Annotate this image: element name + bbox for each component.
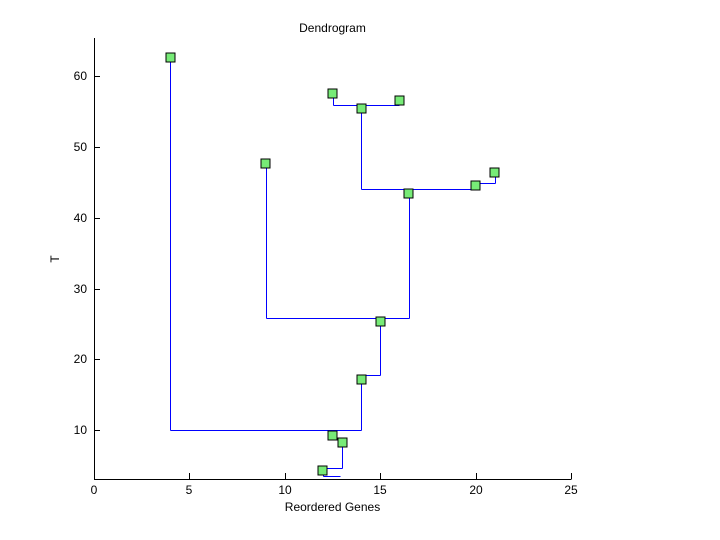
x-tick-label: 10 xyxy=(278,483,292,497)
node-marker[interactable] xyxy=(375,316,386,327)
x-tick-label: 15 xyxy=(373,483,387,497)
node-marker[interactable] xyxy=(356,103,367,114)
y-tick-label: 40 xyxy=(74,211,88,225)
x-tick-label: 5 xyxy=(186,483,193,497)
node-marker[interactable] xyxy=(356,374,367,385)
node-marker[interactable] xyxy=(394,95,405,106)
node-marker[interactable] xyxy=(489,167,500,178)
y-tick-label: 30 xyxy=(74,282,88,296)
y-tick-label: 60 xyxy=(74,69,88,83)
chart-title: Dendrogram xyxy=(299,21,366,35)
node-marker[interactable] xyxy=(260,158,271,169)
x-tick-label: 25 xyxy=(564,483,578,497)
node-marker[interactable] xyxy=(327,430,338,441)
x-tick-label: 0 xyxy=(91,483,98,497)
y-tick-label: 10 xyxy=(74,423,88,437)
node-marker[interactable] xyxy=(317,465,328,476)
node-marker[interactable] xyxy=(403,188,414,199)
y-tick-label: 50 xyxy=(74,140,88,154)
x-axis-label: Reordered Genes xyxy=(284,500,381,514)
x-tick-label: 20 xyxy=(469,483,483,497)
node-marker[interactable] xyxy=(327,88,338,99)
node-marker[interactable] xyxy=(337,437,348,448)
y-tick-label: 20 xyxy=(74,352,88,366)
node-marker[interactable] xyxy=(470,180,481,191)
node-marker[interactable] xyxy=(165,52,176,63)
